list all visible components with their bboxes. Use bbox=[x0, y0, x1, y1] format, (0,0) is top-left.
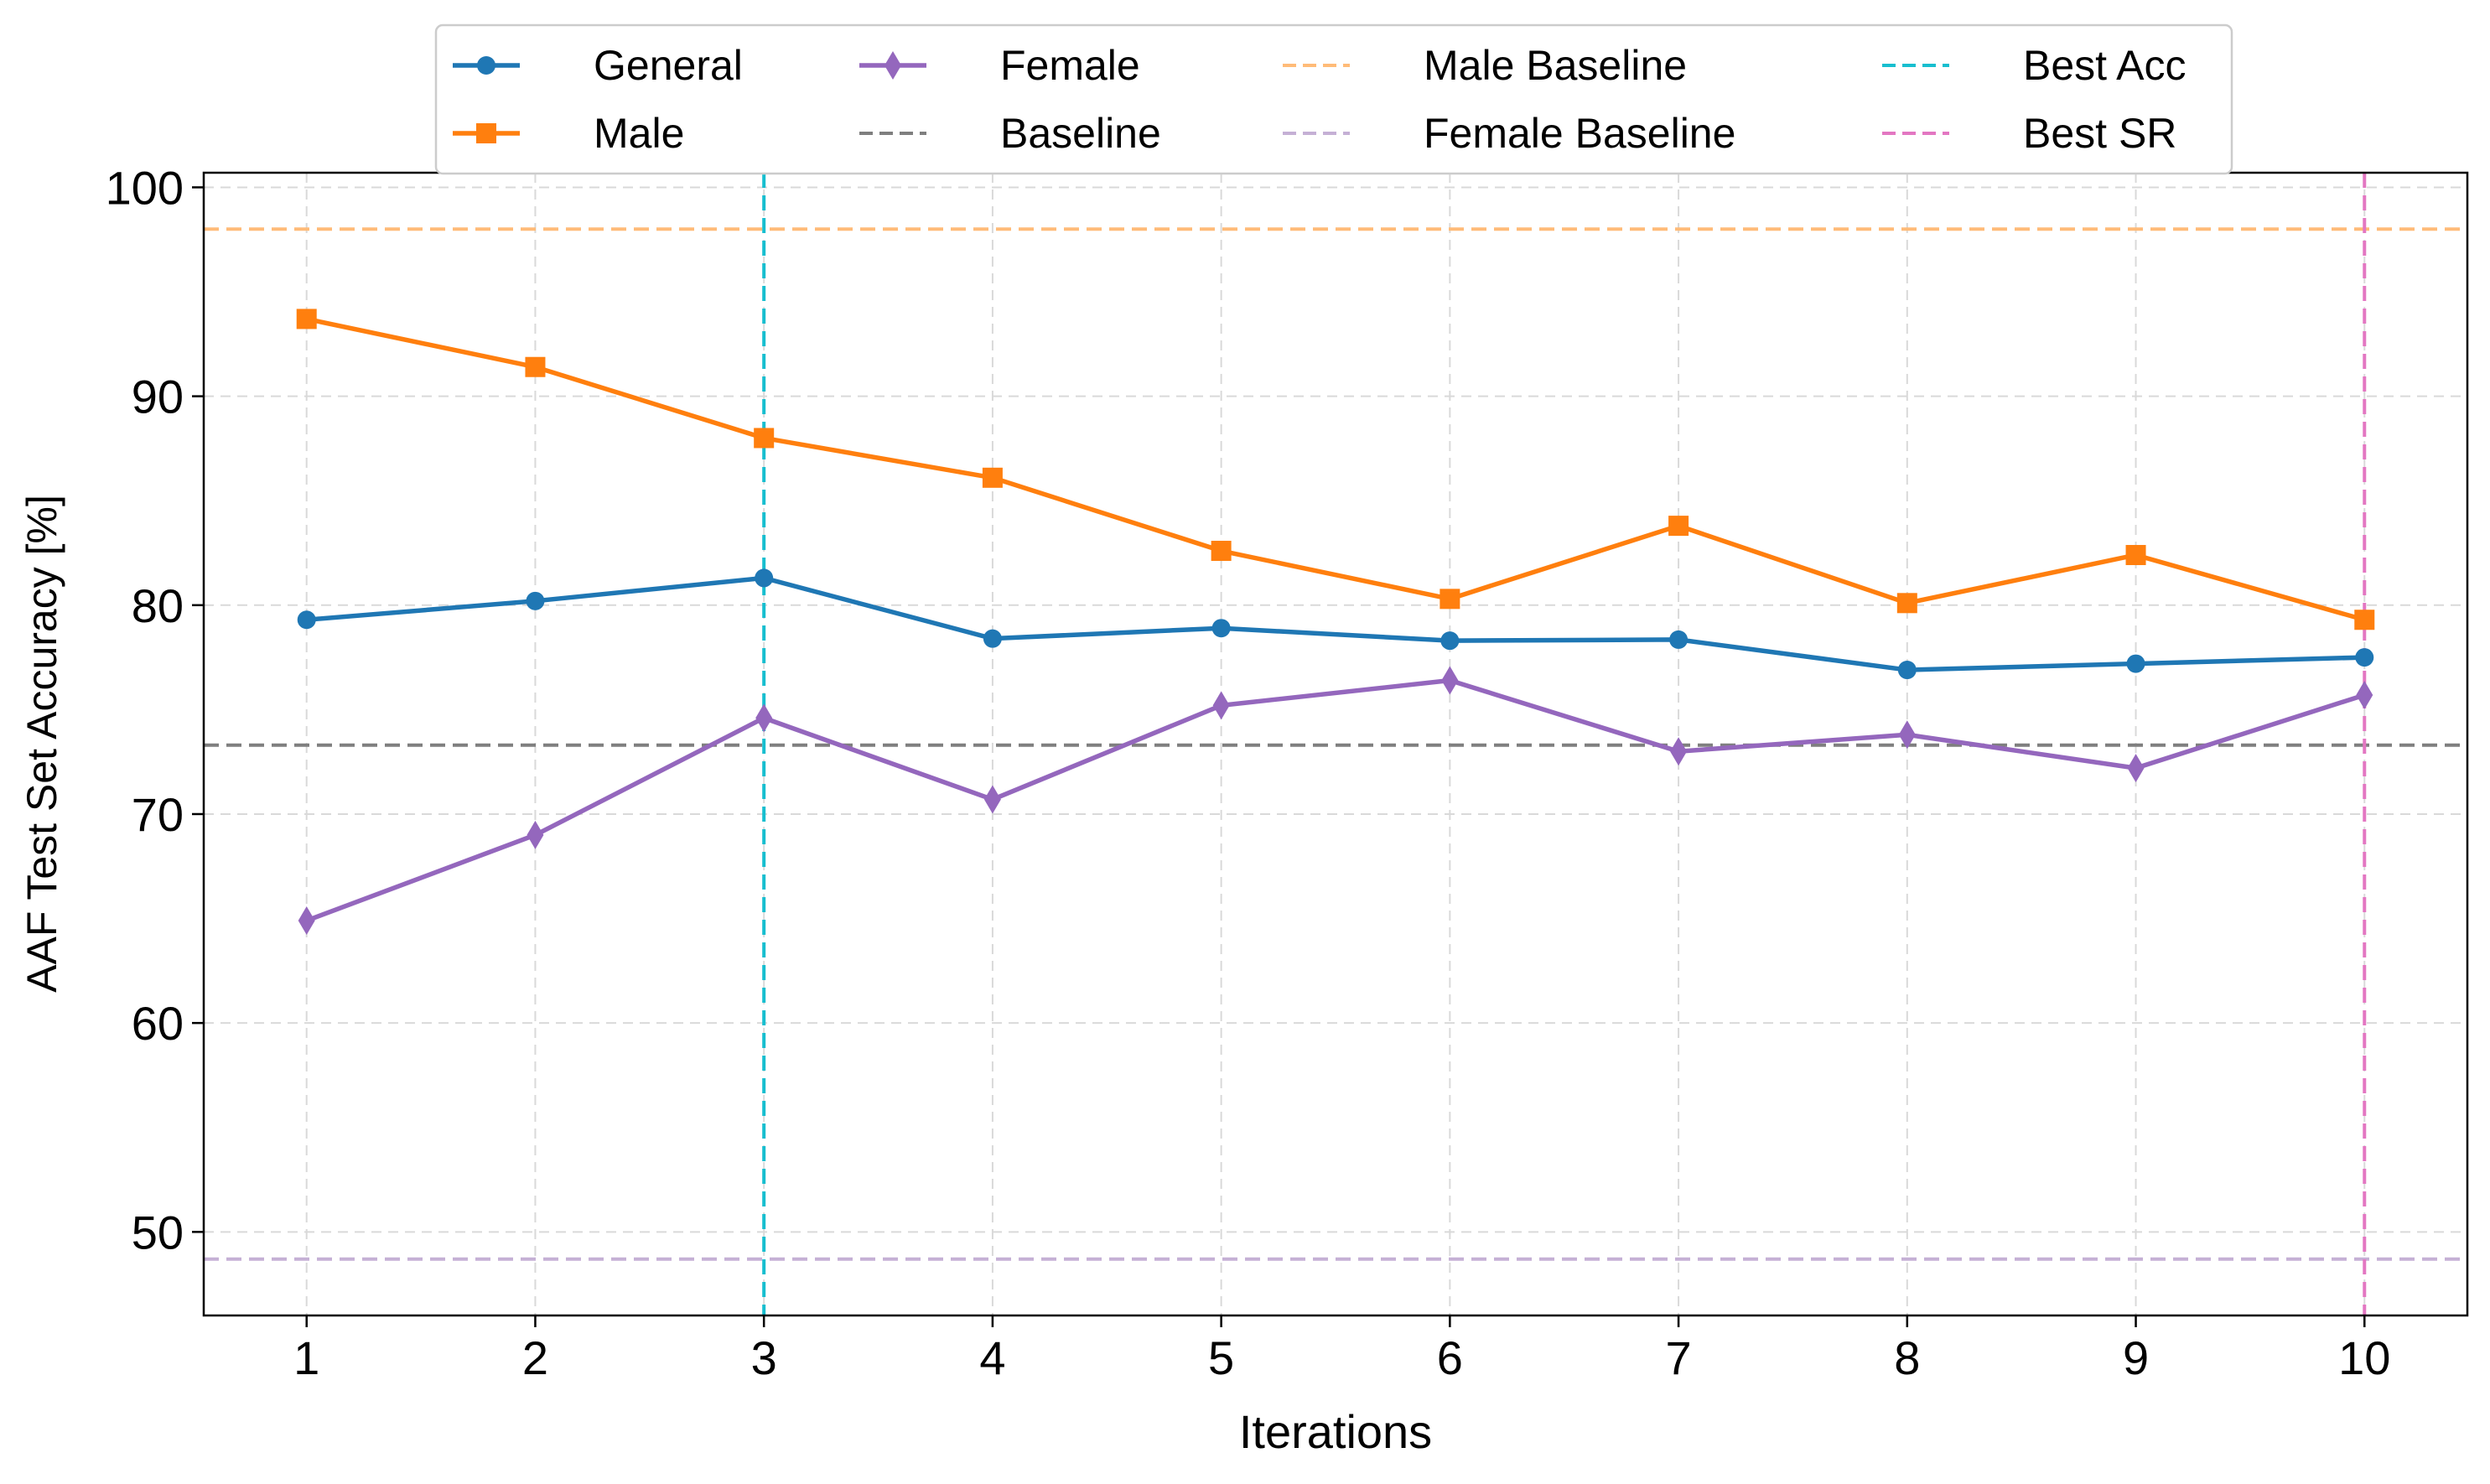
x-axis-label: Iterations bbox=[1239, 1405, 1432, 1458]
male-data-point bbox=[296, 309, 317, 329]
male-data-point bbox=[1668, 516, 1689, 537]
legend-item-baseline: Baseline bbox=[859, 110, 1161, 157]
female-series-line bbox=[303, 677, 2368, 923]
legend-item-male: Male bbox=[453, 110, 684, 157]
female-data-point bbox=[527, 820, 544, 849]
legend-label: Male bbox=[594, 110, 684, 157]
x-tick-label: 9 bbox=[2123, 1331, 2149, 1384]
y-tick-label: 100 bbox=[106, 161, 184, 214]
legend-label: Male Baseline bbox=[1424, 42, 1687, 89]
y-axis-label: AAF Test Set Accuracy [%] bbox=[18, 495, 65, 993]
male-data-point bbox=[1211, 541, 1232, 562]
x-tick-label: 6 bbox=[1437, 1331, 1463, 1384]
legend-items: General Male Female Baseline Male Baseline Fe… bbox=[453, 42, 2187, 157]
legend-item-best-acc: Best Acc bbox=[1882, 42, 2187, 89]
x-tick-label: 5 bbox=[1208, 1331, 1234, 1384]
x-tick-label: 8 bbox=[1894, 1331, 1920, 1384]
legend: General Male Female Baseline Male Baseline Fe… bbox=[434, 23, 2233, 175]
female-data-point bbox=[1670, 737, 1688, 766]
female-data-point bbox=[2356, 680, 2373, 709]
legend-label: Female bbox=[1000, 42, 1140, 89]
general-data-point bbox=[1897, 661, 1917, 680]
legend-item-female-baseline: Female Baseline bbox=[1283, 110, 1735, 157]
general-data-point bbox=[1440, 631, 1460, 651]
legend-swatch-marker bbox=[477, 56, 495, 75]
legend-label: Best Acc bbox=[2023, 42, 2187, 89]
x-tick-label: 3 bbox=[751, 1331, 777, 1384]
general-data-point bbox=[755, 568, 774, 588]
x-tick-label: 2 bbox=[522, 1331, 548, 1384]
x-tick-label: 1 bbox=[293, 1331, 319, 1384]
male-data-point bbox=[1440, 589, 1460, 610]
legend-label: General bbox=[594, 42, 743, 89]
male-data-point bbox=[2125, 544, 2146, 565]
female-data-point bbox=[1441, 666, 1459, 695]
reference-lines bbox=[204, 173, 2467, 1315]
x-tick-label: 10 bbox=[2338, 1331, 2390, 1384]
male-data-point bbox=[2354, 610, 2375, 630]
male-data-point bbox=[754, 428, 775, 449]
x-tick-label: 4 bbox=[979, 1331, 1005, 1384]
y-tick-label: 70 bbox=[132, 788, 184, 841]
female-data-point bbox=[298, 906, 315, 936]
legend-frame bbox=[434, 23, 2233, 175]
general-series-line bbox=[303, 575, 2368, 672]
legend-item-female: Female bbox=[859, 42, 1140, 89]
general-data-point bbox=[297, 610, 316, 630]
general-data-point bbox=[1669, 630, 1689, 649]
legend-item-male-baseline: Male Baseline bbox=[1283, 42, 1687, 89]
female-data-point bbox=[755, 703, 773, 733]
female-data-point bbox=[2127, 754, 2145, 783]
y-tick-label: 80 bbox=[132, 579, 184, 632]
male-data-point bbox=[982, 467, 1003, 488]
female-data-point bbox=[983, 785, 1001, 814]
male-series-line bbox=[303, 316, 2368, 622]
general-data-point bbox=[983, 629, 1002, 648]
legend-label: Best SR bbox=[2023, 110, 2176, 157]
general-data-point bbox=[526, 591, 545, 610]
y-tick-label: 90 bbox=[132, 371, 184, 423]
general-data-point bbox=[2126, 654, 2145, 673]
legend-item-best-sr: Best SR bbox=[1882, 110, 2176, 157]
axis-layer: 1 2 3 4 5 6 7 8 9 10 50 60 70 80 90 100 bbox=[106, 161, 2391, 1384]
x-tick-label: 7 bbox=[1666, 1331, 1692, 1384]
y-tick-label: 60 bbox=[132, 997, 184, 1050]
general-data-point bbox=[2355, 648, 2374, 667]
legend-item-general: General bbox=[453, 42, 743, 89]
y-tick-label: 50 bbox=[132, 1206, 184, 1258]
legend-swatch-marker bbox=[884, 51, 901, 80]
legend-label: Baseline bbox=[1000, 110, 1161, 157]
series-layer bbox=[296, 309, 2375, 936]
male-data-point bbox=[525, 356, 546, 377]
legend-label: Female Baseline bbox=[1424, 110, 1735, 157]
female-data-point bbox=[1898, 720, 1916, 750]
female-data-point bbox=[1212, 691, 1230, 720]
legend-swatch-marker bbox=[476, 123, 496, 143]
general-data-point bbox=[1211, 619, 1231, 638]
male-data-point bbox=[1896, 593, 1917, 614]
